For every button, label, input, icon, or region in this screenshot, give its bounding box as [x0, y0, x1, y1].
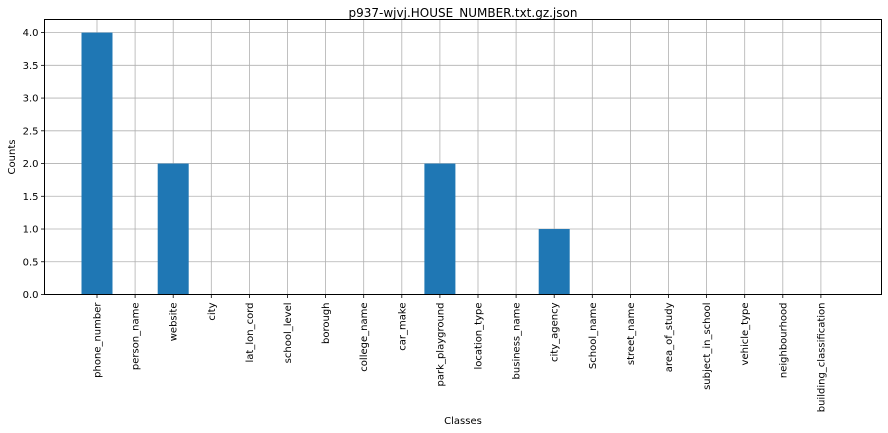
x-tick-label: city_agency [550, 302, 561, 362]
y-axis-title: Counts [7, 140, 18, 175]
grid-lines [44, 19, 882, 295]
x-tick-label: area_of_study [664, 302, 675, 372]
y-tick-label: 4.0 [23, 28, 39, 39]
x-tick-label: city [207, 302, 218, 320]
x-tick-label: website [169, 303, 180, 342]
x-tick-label: lat_lon_cord [245, 303, 256, 363]
x-axis-title: Classes [444, 416, 482, 427]
y-tick-label: 0.5 [23, 257, 39, 268]
x-tick-label: street_name [626, 303, 637, 366]
y-tick-label: 0.0 [23, 290, 39, 301]
bar-website [157, 163, 189, 295]
x-tick-label: college_name [359, 303, 370, 372]
x-tick-label: School_name [588, 303, 599, 370]
x-tick-label: location_type [474, 303, 485, 370]
x-tick-label: business_name [512, 303, 523, 380]
y-axis: 0.0 0.5 1.0 1.5 2.0 2.5 3.0 3.5 4.0 [23, 28, 45, 301]
y-tick-label: 1.0 [23, 225, 39, 236]
x-tick-label: phone_number [93, 302, 104, 378]
bar-phone_number [81, 32, 113, 295]
y-tick-label: 3.5 [23, 61, 39, 72]
x-tick-label: borough [321, 303, 332, 345]
y-tick-label: 2.0 [23, 159, 39, 170]
x-tick-label: car_make [397, 303, 408, 351]
x-axis: phone_number person_name website city lat_lo… [93, 294, 827, 413]
plot-frame [44, 19, 882, 295]
chart-title: p937-wjvj.HOUSE_NUMBER.txt.gz.json [349, 6, 578, 20]
x-tick-label: school_level [283, 303, 294, 364]
y-tick-label: 3.0 [23, 94, 39, 105]
y-tick-label: 2.5 [23, 126, 39, 137]
bar-park_playground [424, 163, 456, 295]
x-tick-label: person_name [131, 303, 142, 371]
x-tick-label: subject_in_school [702, 303, 713, 390]
x-tick-label: park_playground [435, 303, 446, 387]
x-tick-label: building_classification [816, 303, 827, 413]
bars [81, 32, 570, 295]
x-tick-label: neighbourhood [778, 303, 789, 379]
x-tick-label: vehicle_type [740, 303, 751, 366]
bar-city_agency [538, 229, 570, 295]
y-tick-label: 1.5 [23, 192, 39, 203]
